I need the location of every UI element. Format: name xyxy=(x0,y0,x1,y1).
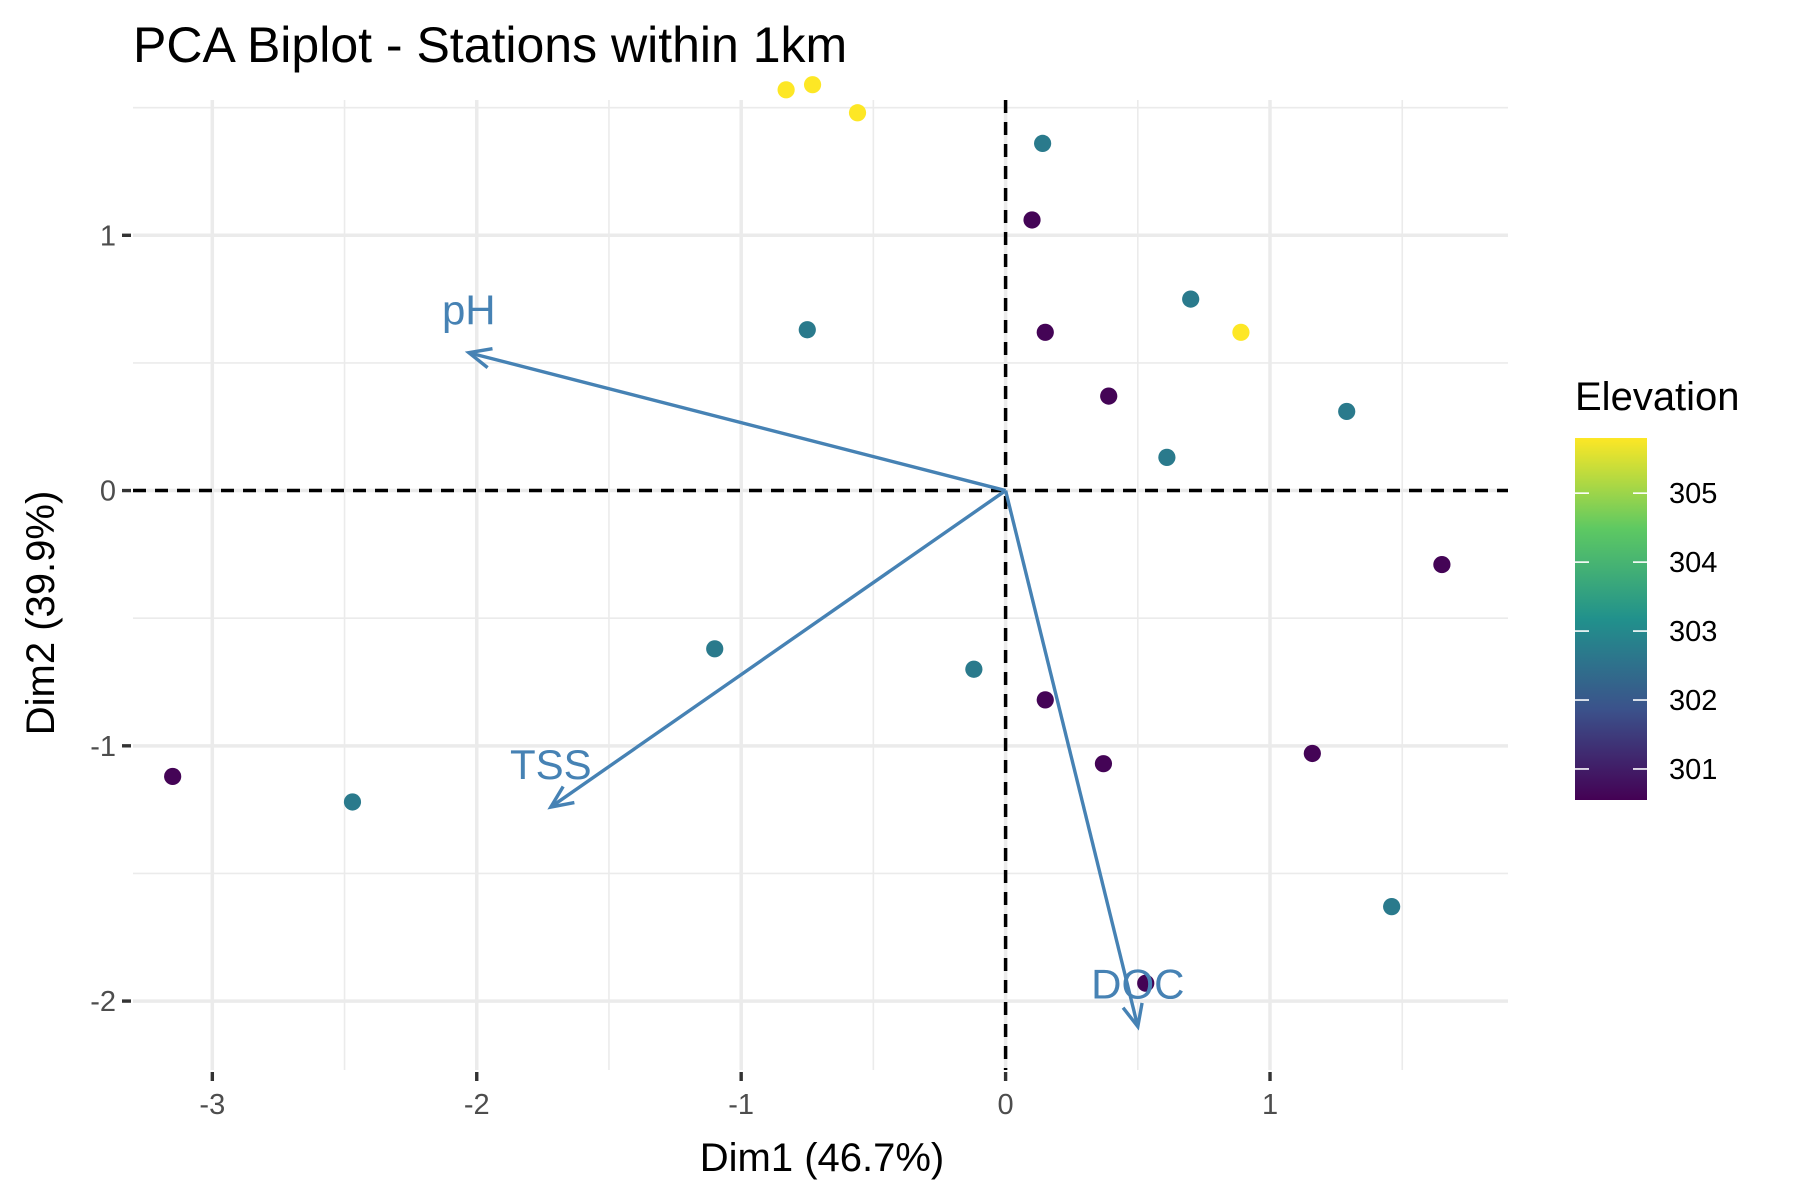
y-axis-ticks: -2 -1 0 1 xyxy=(90,220,131,1018)
data-point xyxy=(343,793,362,811)
data-point xyxy=(848,104,867,122)
x-tick-label: -3 xyxy=(199,1089,225,1121)
data-point xyxy=(1034,134,1052,152)
data-point xyxy=(1158,448,1176,466)
legend-tick-label: 301 xyxy=(1669,754,1717,786)
legend-ticks: 301 302 303 304 305 xyxy=(1575,478,1717,786)
grid xyxy=(133,100,1508,1070)
data-point xyxy=(1433,555,1451,574)
data-point xyxy=(1383,898,1401,916)
data-point xyxy=(798,321,816,339)
data-point xyxy=(1036,323,1054,341)
loading-label-doc: DOC xyxy=(1091,961,1184,1008)
loading-labels: pH TSS DOC xyxy=(442,287,1185,1008)
data-point xyxy=(706,640,724,658)
legend-tick-label: 303 xyxy=(1669,616,1717,648)
loading-label-ph: pH xyxy=(442,287,496,334)
data-point xyxy=(1232,323,1250,341)
y-tick-label: 0 xyxy=(100,476,116,508)
data-point xyxy=(1100,387,1118,405)
y-tick-label: -1 xyxy=(90,731,116,763)
reference-lines xyxy=(133,100,1508,1070)
x-tick-label: 0 xyxy=(998,1089,1014,1121)
loading-arrow-ph xyxy=(464,347,1007,493)
legend-colorbar xyxy=(1575,438,1647,800)
legend-tick-label: 305 xyxy=(1669,478,1717,510)
data-point xyxy=(965,660,983,678)
loading-arrow-head xyxy=(1121,1002,1144,1031)
legend-title: Elevation xyxy=(1575,375,1740,419)
data-point xyxy=(1303,744,1321,763)
data-points xyxy=(164,76,1451,992)
y-tick-label: 1 xyxy=(100,220,116,252)
data-point xyxy=(1137,974,1155,992)
legend-tick-label: 304 xyxy=(1669,547,1717,579)
chart-title: PCA Biplot - Stations within 1km xyxy=(133,17,847,73)
y-axis-title: Dim2 (39.9%) xyxy=(19,491,63,736)
data-point xyxy=(1182,290,1200,308)
x-tick-label: -2 xyxy=(464,1089,490,1121)
loading-arrow-shaft xyxy=(468,351,1007,493)
loading-arrow-doc xyxy=(1003,490,1144,1031)
data-point xyxy=(164,767,182,786)
loading-arrow-tss xyxy=(547,489,1007,810)
data-point xyxy=(1023,211,1041,229)
loading-arrow-shaft xyxy=(1003,490,1140,1028)
x-tick-label: -1 xyxy=(728,1089,754,1121)
loading-arrow-head xyxy=(547,785,575,810)
y-tick-label: -2 xyxy=(90,986,116,1018)
x-tick-label: 1 xyxy=(1262,1089,1278,1121)
legend-tick-label: 302 xyxy=(1669,685,1717,717)
data-point xyxy=(1094,755,1113,773)
x-axis-ticks: -3 -2 -1 0 1 xyxy=(199,1072,1278,1121)
x-axis-title: Dim1 (46.7%) xyxy=(700,1136,945,1180)
data-point xyxy=(777,81,795,99)
color-legend: Elevation 301 302 303 304 305 xyxy=(1575,375,1740,800)
loading-arrow-shaft xyxy=(549,489,1007,809)
loading-label-tss: TSS xyxy=(510,741,592,788)
loading-arrow-head xyxy=(464,347,493,369)
data-point xyxy=(803,76,822,94)
data-point xyxy=(1338,402,1356,421)
data-point xyxy=(1036,691,1054,709)
loading-vectors xyxy=(464,347,1144,1031)
